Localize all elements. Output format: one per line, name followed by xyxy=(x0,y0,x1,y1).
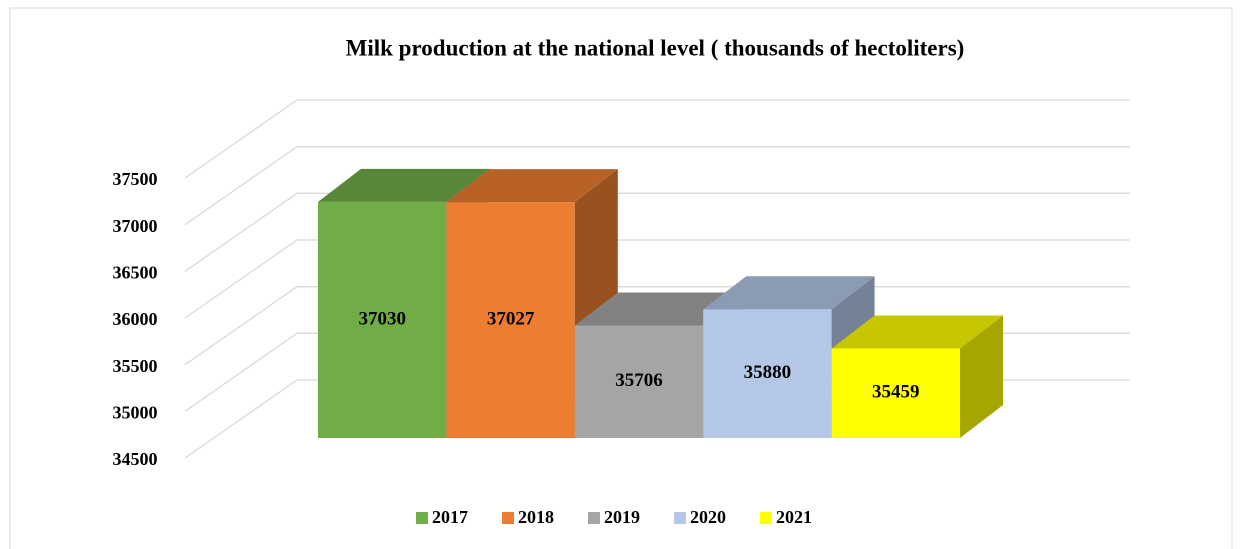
value-label: 37027 xyxy=(487,308,535,329)
bar xyxy=(831,348,960,438)
grid-line xyxy=(184,99,1130,179)
legend-label: 2018 xyxy=(518,507,554,527)
legend-swatch xyxy=(416,512,428,524)
y-tick-label: 35000 xyxy=(113,402,158,422)
bar xyxy=(703,309,832,438)
value-label: 35706 xyxy=(615,370,663,391)
value-label: 37030 xyxy=(358,308,406,329)
chart-frame xyxy=(9,7,1233,549)
value-label: 35880 xyxy=(744,362,792,383)
y-tick-label: 37000 xyxy=(113,216,158,236)
bar-side xyxy=(960,315,1003,438)
bar-top xyxy=(831,315,1003,349)
value-label: 35459 xyxy=(872,382,920,403)
y-tick-label: 36500 xyxy=(113,262,158,282)
legend-swatch xyxy=(760,512,772,524)
bar-top xyxy=(446,169,618,203)
legend-swatch xyxy=(502,512,514,524)
legend-label: 2020 xyxy=(690,507,726,527)
grid-line xyxy=(184,239,1130,319)
y-tick-label: 36000 xyxy=(113,309,158,329)
y-tick-label: 35500 xyxy=(113,356,158,376)
legend-label: 2021 xyxy=(776,507,812,527)
y-tick-label: 37500 xyxy=(113,169,158,189)
grid-line xyxy=(184,146,1130,226)
bar xyxy=(318,201,447,438)
bar-top xyxy=(703,276,875,310)
legend-label: 2019 xyxy=(604,507,640,527)
bar xyxy=(574,325,704,438)
legend-swatch xyxy=(674,512,686,524)
legend-label: 2017 xyxy=(432,507,468,527)
chart-title: Milk production at the national level ( … xyxy=(346,35,965,60)
bar xyxy=(446,202,575,438)
grid-line xyxy=(184,192,1130,272)
y-tick-label: 34500 xyxy=(113,449,158,469)
bar-top xyxy=(318,168,490,202)
legend-swatch xyxy=(588,512,600,524)
